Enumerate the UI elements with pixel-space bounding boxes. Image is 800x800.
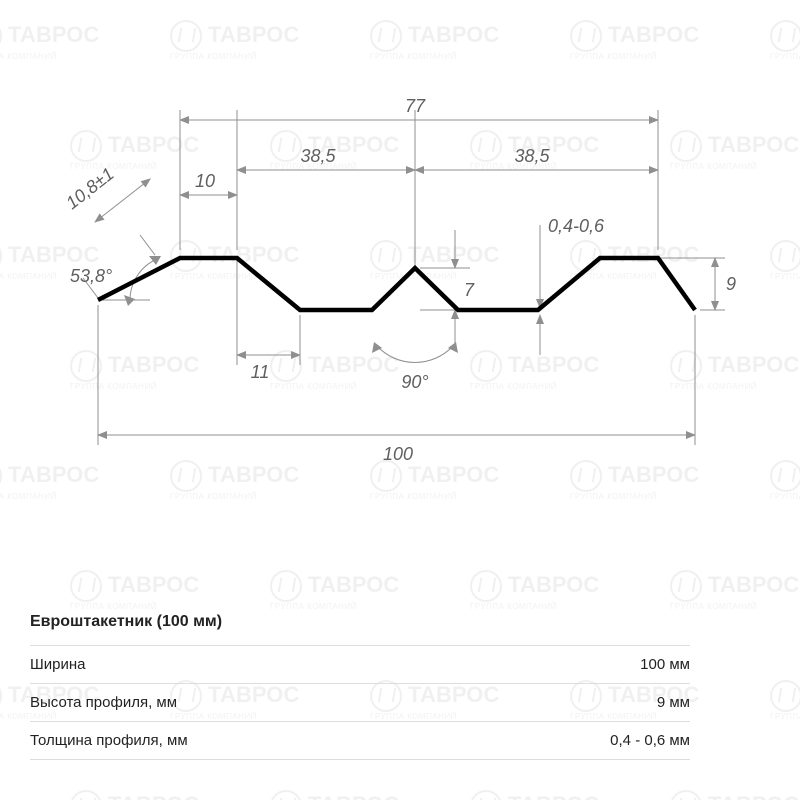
spec-label: Высота профиля, мм [30, 694, 177, 711]
dim-thickness: 0,4-0,6 [548, 216, 605, 236]
spec-table: Евроштакетник (100 мм) Ширина 100 мм Выс… [30, 613, 690, 760]
dim-top-flat: 10 [195, 171, 215, 191]
spec-row: Ширина 100 мм [30, 645, 690, 683]
dim-top-span: 77 [405, 96, 426, 116]
dim-left-edge: 10,8±1 [62, 164, 118, 214]
dim-overall: 100 [383, 444, 413, 464]
spec-label: Толщина профиля, мм [30, 732, 188, 749]
profile-diagram: 77 38,5 38,5 10 10,8±1 53,8° 11 90° 7 0,… [0, 0, 800, 560]
profile-path [98, 258, 695, 310]
dim-center-height: 7 [464, 280, 475, 300]
spec-value: 9 мм [657, 694, 690, 711]
spec-row: Высота профиля, мм 9 мм [30, 683, 690, 721]
spec-row: Толщина профиля, мм 0,4 - 0,6 мм [30, 721, 690, 760]
spec-value: 100 мм [640, 656, 690, 673]
dim-center-angle: 90° [401, 372, 428, 392]
spec-value: 0,4 - 0,6 мм [610, 732, 690, 749]
spec-label: Ширина [30, 656, 85, 673]
dim-bottom-offset: 11 [251, 362, 270, 382]
dim-left-angle: 53,8° [70, 266, 112, 286]
dim-half-right: 38,5 [514, 146, 550, 166]
dim-right-height: 9 [726, 274, 736, 294]
spec-title: Евроштакетник (100 мм) [30, 613, 690, 631]
dim-half-left: 38,5 [300, 146, 336, 166]
